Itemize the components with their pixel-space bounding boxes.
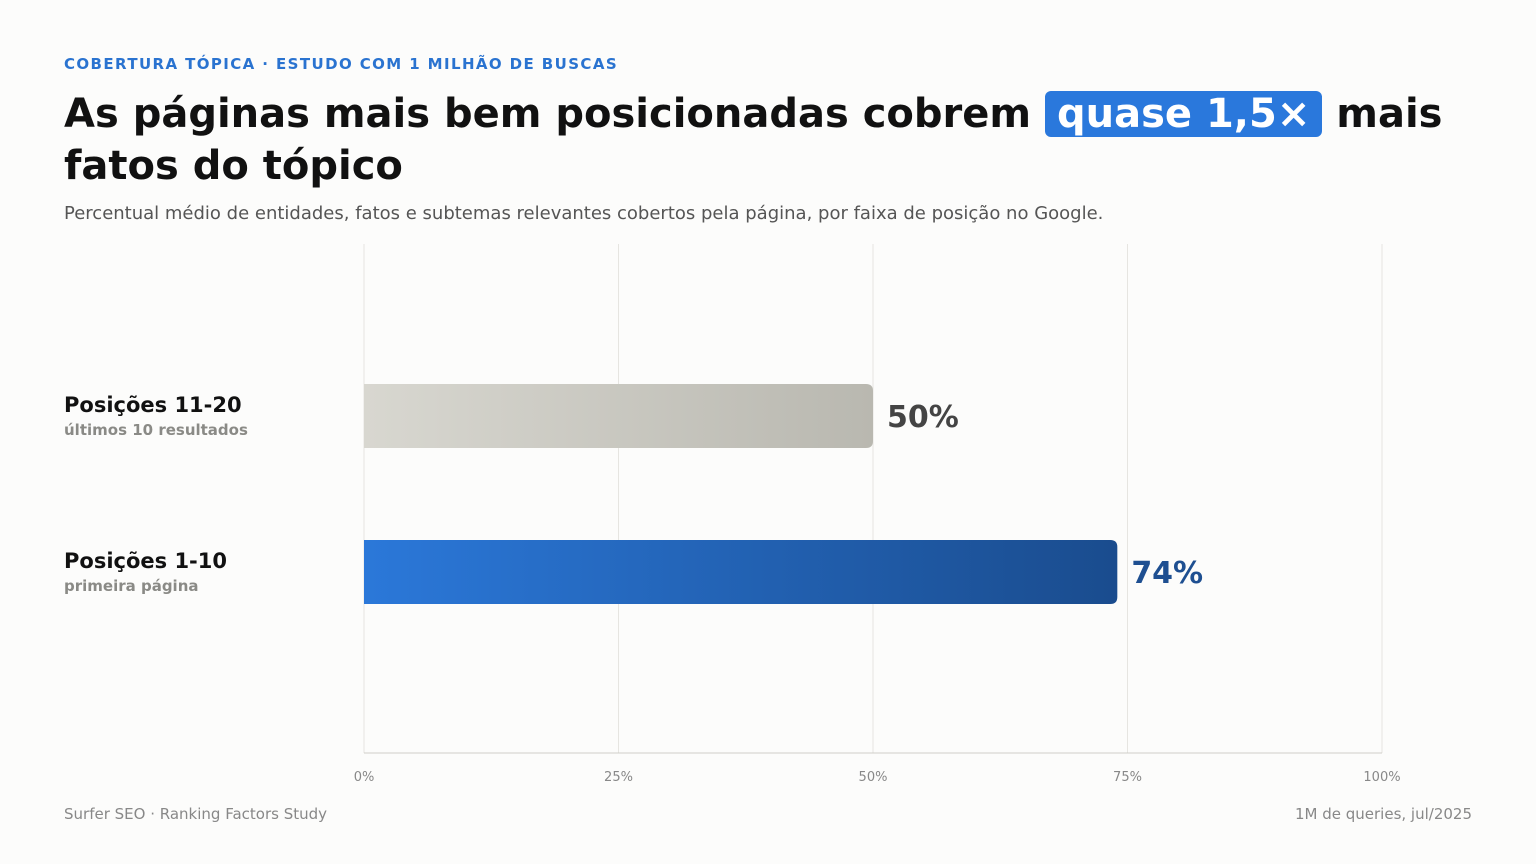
bar <box>364 384 873 448</box>
x-tick-label: 0% <box>354 770 375 785</box>
bar <box>364 540 1118 604</box>
x-tick-label: 100% <box>1363 770 1400 785</box>
category-label: Posições 11-20 <box>64 393 242 417</box>
sample-note: 1M de queries, jul/2025 <box>1294 805 1472 823</box>
bar-value-label: 74% <box>1131 556 1203 591</box>
title-main: As páginas mais bem posicionadas cobrem <box>64 91 1045 137</box>
x-tick-label: 75% <box>1113 770 1142 785</box>
page-title: As páginas mais bem posicionadas cobrem … <box>64 88 1484 192</box>
subtitle: Percentual médio de entidades, fatos e s… <box>64 203 1104 224</box>
category-sublabel: primeira página <box>64 577 199 595</box>
category-sublabel: últimos 10 resultados <box>64 421 248 439</box>
x-tick-label: 25% <box>604 770 633 785</box>
bar-chart: 0% 25% 50% 75% 100% 50% Posições 11-20 últimos… <box>64 244 1401 785</box>
source-note: Surfer SEO · Ranking Factors Study <box>64 805 327 823</box>
bar-value-label: 50% <box>887 400 959 435</box>
title-highlight: quase 1,5× <box>1045 91 1323 137</box>
title-end: mais fatos do tópico <box>64 91 1443 189</box>
eyebrow: COBERTURA TÓPICA · ESTUDO COM 1 MILHÃO D… <box>64 55 619 73</box>
x-tick-label: 50% <box>859 770 888 785</box>
category-label: Posições 1-10 <box>64 549 227 573</box>
